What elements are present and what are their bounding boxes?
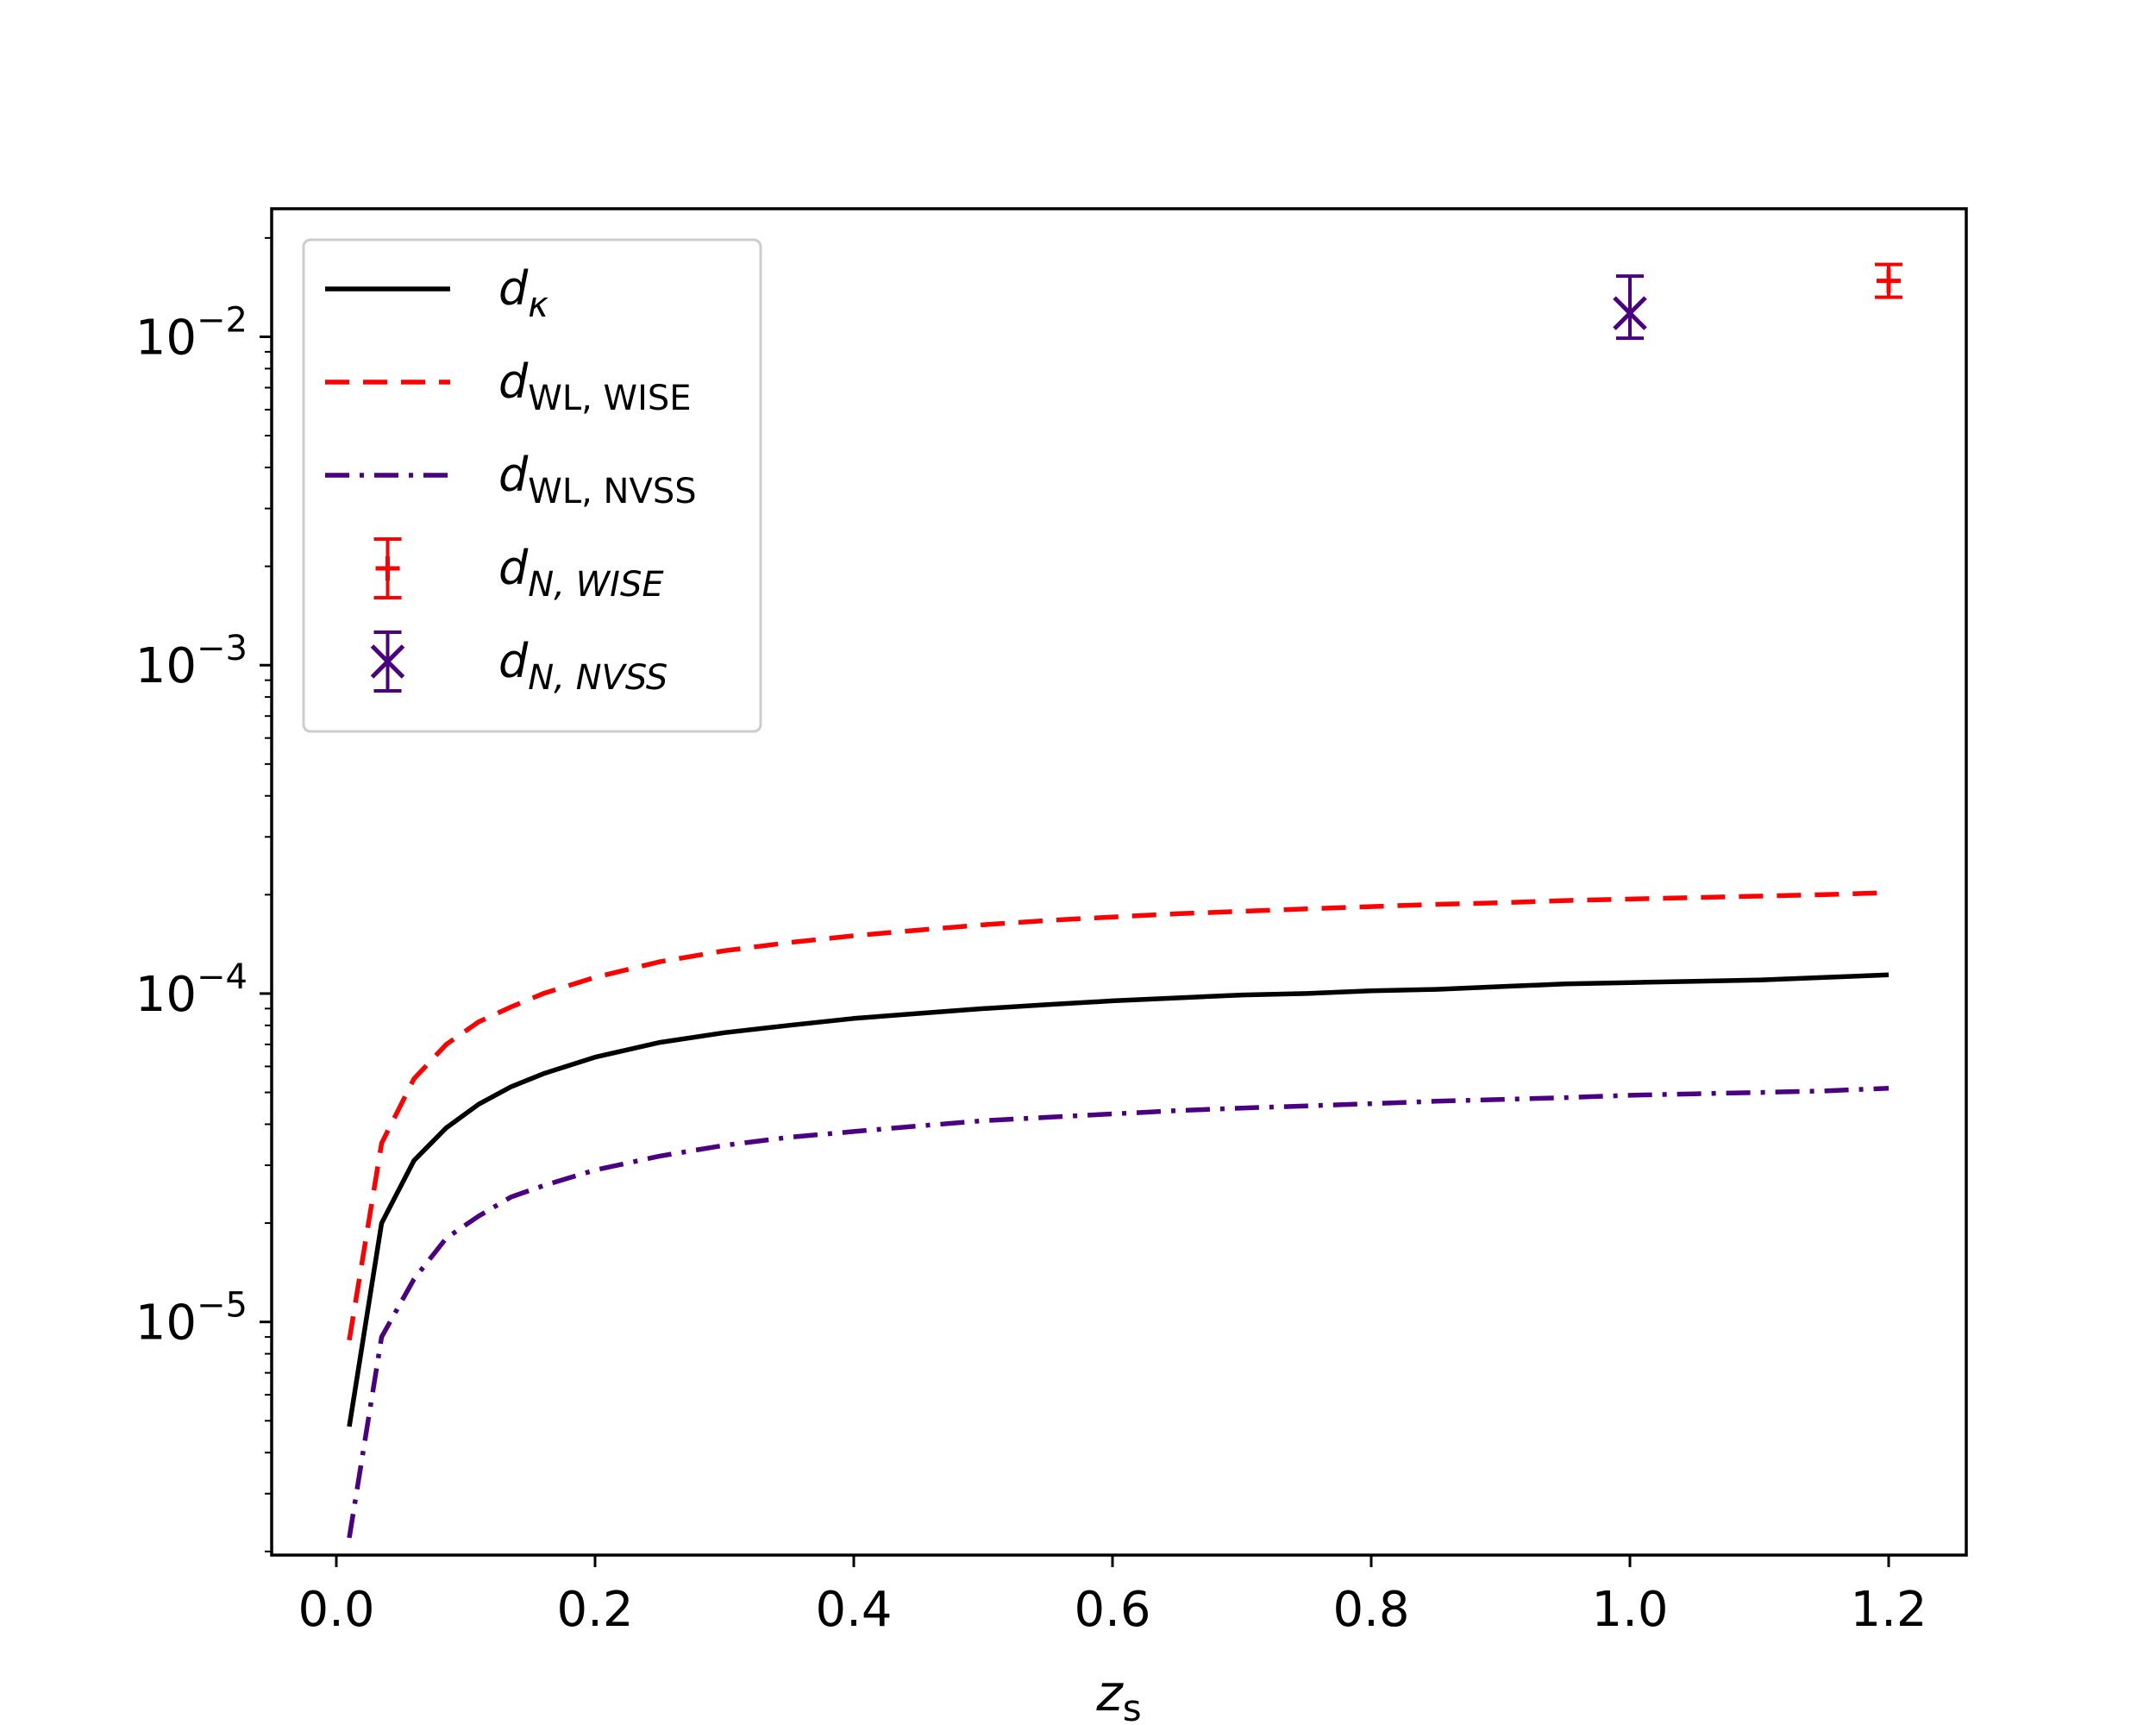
y-tick-label: 10−2 (135, 300, 248, 366)
y-tick-base: 10 (135, 638, 197, 694)
y-tick-label: 10−5 (135, 1286, 248, 1352)
x-tick-label: 0.8 (1332, 1582, 1409, 1638)
y-tick-base: 10 (135, 967, 197, 1023)
legend-label-sub: N, NVSS (528, 658, 667, 698)
legend-marker-handle (370, 630, 405, 693)
plot-frame (270, 207, 1968, 1557)
y-tick-base: 10 (135, 310, 197, 366)
series-line-d-wl-wise (347, 890, 1890, 1341)
x-axis: 0.0 0.2 0.4 0.6 0.8 1.0 1.2 (298, 1555, 1927, 1638)
legend-label-sub: N, WISE (528, 565, 664, 605)
y-tick-power: −4 (197, 957, 248, 997)
x-tick-label: 1.2 (1850, 1582, 1927, 1638)
x-axis-label: zs (1095, 1664, 1141, 1725)
data-point-d-n-nvss (1613, 274, 1647, 341)
series-line-d-kappa (347, 972, 1890, 1427)
x-tick-label: 0.0 (298, 1582, 374, 1638)
legend-label: dN, WISE (498, 541, 664, 605)
y-tick-power: −5 (197, 1286, 248, 1326)
points-layer (1613, 262, 1902, 341)
legend-label-main: d (498, 541, 529, 595)
y-tick-label: 10−3 (135, 629, 248, 694)
x-marker-b (370, 644, 405, 679)
data-point-d-n-wise (1875, 262, 1902, 299)
x-tick-label: 0.2 (556, 1582, 633, 1638)
legend-box (302, 238, 762, 733)
legend-label: dκ (498, 261, 548, 325)
legend-label-main: d (498, 261, 529, 316)
x-tick-label: 1.0 (1591, 1582, 1668, 1638)
x-axis-label-sub: s (1123, 1687, 1142, 1725)
x-marker-b (1613, 296, 1647, 330)
y-tick-base: 10 (135, 1295, 197, 1352)
x-tick-label: 0.4 (815, 1582, 892, 1638)
series-layer (347, 890, 1890, 1539)
legend-label-main: d (498, 448, 529, 502)
y-tick-label: 10−4 (135, 957, 248, 1023)
y-tick-power: −2 (197, 300, 248, 340)
legend-label-main: d (498, 354, 529, 409)
legend-label-sub: WL, WISE (528, 379, 691, 418)
y-axis: 10−210−310−410−5 (135, 236, 272, 1552)
legend-label: dWL, NVSS (498, 448, 697, 511)
legend-label-sub: WL, NVSS (528, 472, 696, 511)
legend-label-sub: κ (528, 285, 548, 325)
x-tick-label: 0.6 (1074, 1582, 1150, 1638)
series-line-d-wl-nvss (347, 1085, 1890, 1539)
legend-label: dWL, WISE (498, 354, 692, 418)
legend-marker-handle (373, 537, 402, 599)
legend-label-main: d (498, 634, 529, 688)
y-tick-power: −3 (197, 629, 248, 668)
legend-label: dN, NVSS (498, 634, 667, 698)
x-axis-label-main: z (1095, 1664, 1124, 1722)
